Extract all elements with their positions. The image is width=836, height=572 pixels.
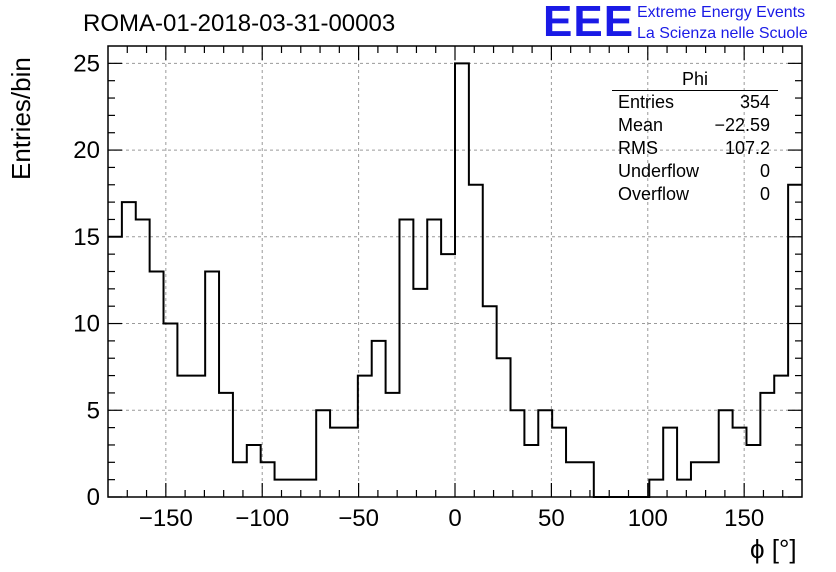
y-tick-label: 10 xyxy=(73,311,100,338)
logo-subtitle-line1: Extreme Energy Events xyxy=(637,4,806,21)
histogram-bin xyxy=(746,445,760,497)
histogram-bin xyxy=(302,480,316,497)
histogram-bin xyxy=(719,410,733,497)
stats-row-underflow: Underflow 0 xyxy=(612,160,778,183)
stats-row-rms: RMS 107.2 xyxy=(612,137,778,160)
histogram-bin xyxy=(663,428,677,497)
histogram-bin xyxy=(413,289,427,497)
stats-row-mean: Mean −22.59 xyxy=(612,114,778,137)
stats-label: RMS xyxy=(618,138,658,158)
plot-frame xyxy=(107,45,803,498)
histogram-bin xyxy=(330,428,344,497)
histogram-outline xyxy=(108,62,802,498)
histogram-bin xyxy=(233,462,247,497)
stats-value: 107.2 xyxy=(724,138,770,158)
x-axis-label: ϕ [°] xyxy=(750,534,797,564)
stats-value: −22.59 xyxy=(714,115,770,135)
histogram-bin xyxy=(538,410,552,497)
stats-box-title: Phi xyxy=(612,68,778,91)
histogram-bin xyxy=(774,376,788,497)
x-tick-label: −100 xyxy=(235,505,289,532)
histogram-bin xyxy=(524,445,538,497)
histogram-bin xyxy=(691,462,705,497)
y-tick-label: 15 xyxy=(73,224,100,251)
eee-logo: EEE xyxy=(543,0,635,46)
logo-subtitle-line2: La Scienza nelle Scuole xyxy=(637,25,808,42)
histogram-bin xyxy=(372,341,386,497)
histogram-bin xyxy=(566,462,580,497)
histogram-bin xyxy=(580,462,594,497)
stats-box: Phi Entries 354 Mean −22.59 RMS 107.2 Un… xyxy=(612,68,778,206)
histogram-bin xyxy=(177,376,191,497)
histogram-bin xyxy=(344,428,358,497)
stats-row-entries: Entries 354 xyxy=(612,91,778,114)
x-tick-label: −150 xyxy=(139,505,193,532)
histogram-bin xyxy=(552,428,566,497)
histogram-bin xyxy=(247,445,261,497)
histogram-bin xyxy=(760,393,774,497)
stats-row-overflow: Overflow 0 xyxy=(612,183,778,206)
histogram-bin xyxy=(122,202,136,497)
histogram-bin xyxy=(399,219,413,497)
histogram-bin xyxy=(427,219,441,497)
y-tick-label: 0 xyxy=(87,484,100,511)
y-tick-label: 5 xyxy=(87,397,100,424)
y-tick-label: 25 xyxy=(73,50,100,77)
chart-title: ROMA-01-2018-03-31-00003 xyxy=(83,10,396,37)
histogram-bin xyxy=(108,237,122,497)
histogram-bin xyxy=(219,393,233,497)
histogram-bin xyxy=(705,462,719,497)
histogram-bin xyxy=(649,480,663,497)
stats-label: Underflow xyxy=(618,161,700,181)
y-tick-label: 20 xyxy=(73,137,100,164)
y-axis-label: Entries/bin xyxy=(6,57,36,180)
histogram-bin xyxy=(136,219,150,497)
x-tick-label: −50 xyxy=(338,505,379,532)
x-tick-label: 150 xyxy=(724,505,764,532)
histogram-bin xyxy=(497,358,511,497)
histogram-bin xyxy=(358,376,372,497)
x-tick-label: 100 xyxy=(628,505,668,532)
histogram-bin xyxy=(191,376,205,497)
stats-label: Entries xyxy=(618,92,675,112)
histogram-bin xyxy=(469,185,483,497)
stats-label: Mean xyxy=(618,115,664,135)
stats-value: 0 xyxy=(759,184,770,204)
histogram-bin xyxy=(511,410,525,497)
stats-value: 0 xyxy=(759,161,770,181)
histogram-bin xyxy=(441,254,455,497)
histogram-bin xyxy=(205,272,219,498)
histogram-bin xyxy=(316,410,330,497)
x-tick-label: 0 xyxy=(448,505,461,532)
grid-lines xyxy=(108,46,802,497)
histogram-bin xyxy=(386,393,400,497)
tick-labels: −150 −100 −50 0 50 100 150 0 5 10 15 20 25 xyxy=(73,50,764,532)
stats-label: Overflow xyxy=(618,184,690,204)
x-tick-label: 50 xyxy=(538,505,565,532)
histogram-bin xyxy=(455,63,469,497)
stats-value: 354 xyxy=(739,92,770,112)
histogram-bin xyxy=(483,306,497,497)
histogram-bin xyxy=(677,480,691,497)
histogram-bars xyxy=(108,62,802,498)
histogram-bin xyxy=(150,272,164,498)
